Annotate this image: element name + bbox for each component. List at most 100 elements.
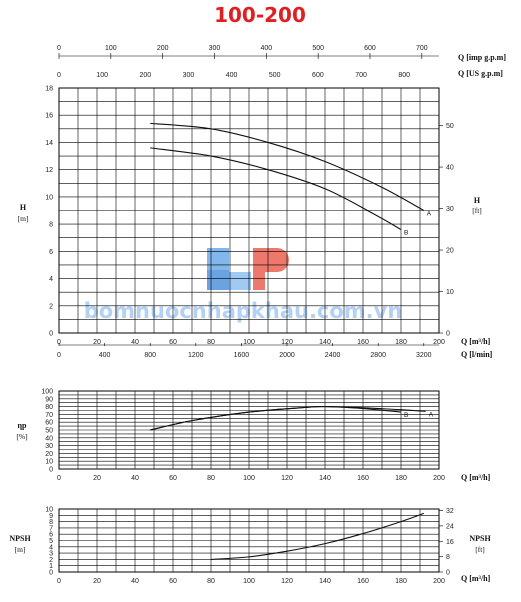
efficiency-y-tick: 80 [45,404,53,411]
efficiency-y-tick: 20 [45,451,53,458]
efficiency-axis-unit: [%] [16,432,27,441]
npsh-x-tick: 100 [243,578,255,585]
head-y-tick: 2 [49,303,53,310]
npsh-ft-axis-unit: [ft] [475,545,485,554]
efficiency-curve-label: B [404,412,408,419]
us-gpm-tick: 800 [398,72,410,79]
head-m3h-axis-label: Q [m³/h] [461,337,491,346]
npsh-axis-label: NPSH [9,534,31,543]
npsh-x-tick: 160 [357,578,369,585]
npsh-y-tick: 6 [49,532,53,539]
head-curve-b [150,147,402,231]
efficiency-x-tick: 160 [357,475,369,482]
efficiency-curve-b [150,405,402,431]
imp-gpm-tick: 100 [105,45,117,52]
npsh-ft-tick: 0 [446,570,450,577]
imp-gpm-tick: 200 [157,45,169,52]
efficiency-x-tick: 140 [319,475,331,482]
head-curve-label: A [427,211,432,218]
imp-gpm-tick: 500 [312,45,324,52]
chart-title: 100-200 [214,3,306,27]
efficiency-y-tick: 10 [45,459,53,466]
efficiency-y-tick: 40 [45,435,53,442]
efficiency-x-axis-label: Q [m³/h] [461,473,491,482]
lmin-tick: 0 [57,352,61,359]
head-y-tick: 0 [49,331,53,338]
npsh-curve [210,512,424,560]
efficiency-x-tick: 60 [169,475,177,482]
head-y-tick: 14 [45,140,53,147]
efficiency-x-tick: 40 [131,475,139,482]
efficiency-x-tick: 180 [395,475,407,482]
efficiency-y-tick: 0 [49,467,53,474]
head-x-tick: 140 [319,339,331,346]
lmin-tick: 1600 [234,352,250,359]
npsh-y-tick: 5 [49,538,53,545]
head-ft-tick: 40 [446,165,454,172]
head-x-tick: 180 [395,339,407,346]
npsh-ft-tick: 32 [446,508,454,515]
head-ft-tick: 50 [446,123,454,130]
npsh-y-tick: 4 [49,544,53,551]
head-ft-tick: 10 [446,289,454,296]
imp-gpm-tick: 600 [364,45,376,52]
efficiency-x-tick: 0 [57,475,61,482]
us-gpm-tick: 100 [96,72,108,79]
watermark-logo [207,248,289,290]
npsh-y-tick: 7 [49,525,53,532]
head-y-tick: 10 [45,194,53,201]
us-gpm-tick: 200 [139,72,151,79]
npsh-ft-axis-label: NPSH [469,534,491,543]
npsh-y-tick: 1 [49,563,53,570]
npsh-y-tick: 8 [49,519,53,526]
head-curve-a [150,122,425,211]
npsh-ft-tick: 16 [446,539,454,546]
npsh-y-tick: 10 [45,507,53,514]
lmin-tick: 800 [144,352,156,359]
npsh-x-tick: 20 [93,578,101,585]
head-y-tick: 4 [49,276,53,283]
npsh-x-axis-label: Q [m³/h] [461,574,491,583]
lmin-tick: 2000 [279,352,295,359]
npsh-x-tick: 0 [57,578,61,585]
npsh-ft-tick: 24 [446,523,454,530]
head-y-tick: 16 [45,113,53,120]
head-axis-unit: [m] [18,214,29,223]
npsh-ft-tick: 8 [446,554,450,561]
efficiency-x-tick: 20 [93,475,101,482]
efficiency-x-tick: 80 [207,475,215,482]
lmin-tick: 2400 [325,352,341,359]
efficiency-y-tick: 50 [45,428,53,435]
efficiency-y-tick: 90 [45,396,53,403]
npsh-x-tick: 140 [319,578,331,585]
head-x-tick: 160 [357,339,369,346]
lmin-tick: 400 [99,352,111,359]
head-x-tick: 200 [433,339,445,346]
imp-gpm-tick: 0 [57,45,61,52]
head-curve-label: B [404,230,408,237]
us-gpm-tick: 500 [269,72,281,79]
efficiency-y-tick: 100 [41,389,53,396]
npsh-y-tick: 0 [49,570,53,577]
lmin-tick: 2800 [370,352,386,359]
head-ft-axis-unit: [ft] [472,206,482,215]
efficiency-curve-label: A [429,411,434,418]
lmin-tick: 3200 [416,352,432,359]
us-gpm-tick: 600 [312,72,324,79]
us-gpm-axis-label: Q [US g.p.m] [458,69,503,78]
head-ft-tick: 20 [446,248,454,255]
head-y-tick: 6 [49,249,53,256]
npsh-y-tick: 2 [49,557,53,564]
head-axis-label: H [20,203,27,212]
efficiency-x-tick: 100 [243,475,255,482]
head-x-tick: 40 [131,339,139,346]
head-x-tick: 120 [281,339,293,346]
head-y-tick: 12 [45,167,53,174]
npsh-axis-unit: [m] [15,545,26,554]
us-gpm-tick: 300 [183,72,195,79]
npsh-y-tick: 3 [49,551,53,558]
efficiency-axis-label: ηp [18,421,28,430]
head-ft-tick: 0 [446,331,450,338]
npsh-x-tick: 120 [281,578,293,585]
